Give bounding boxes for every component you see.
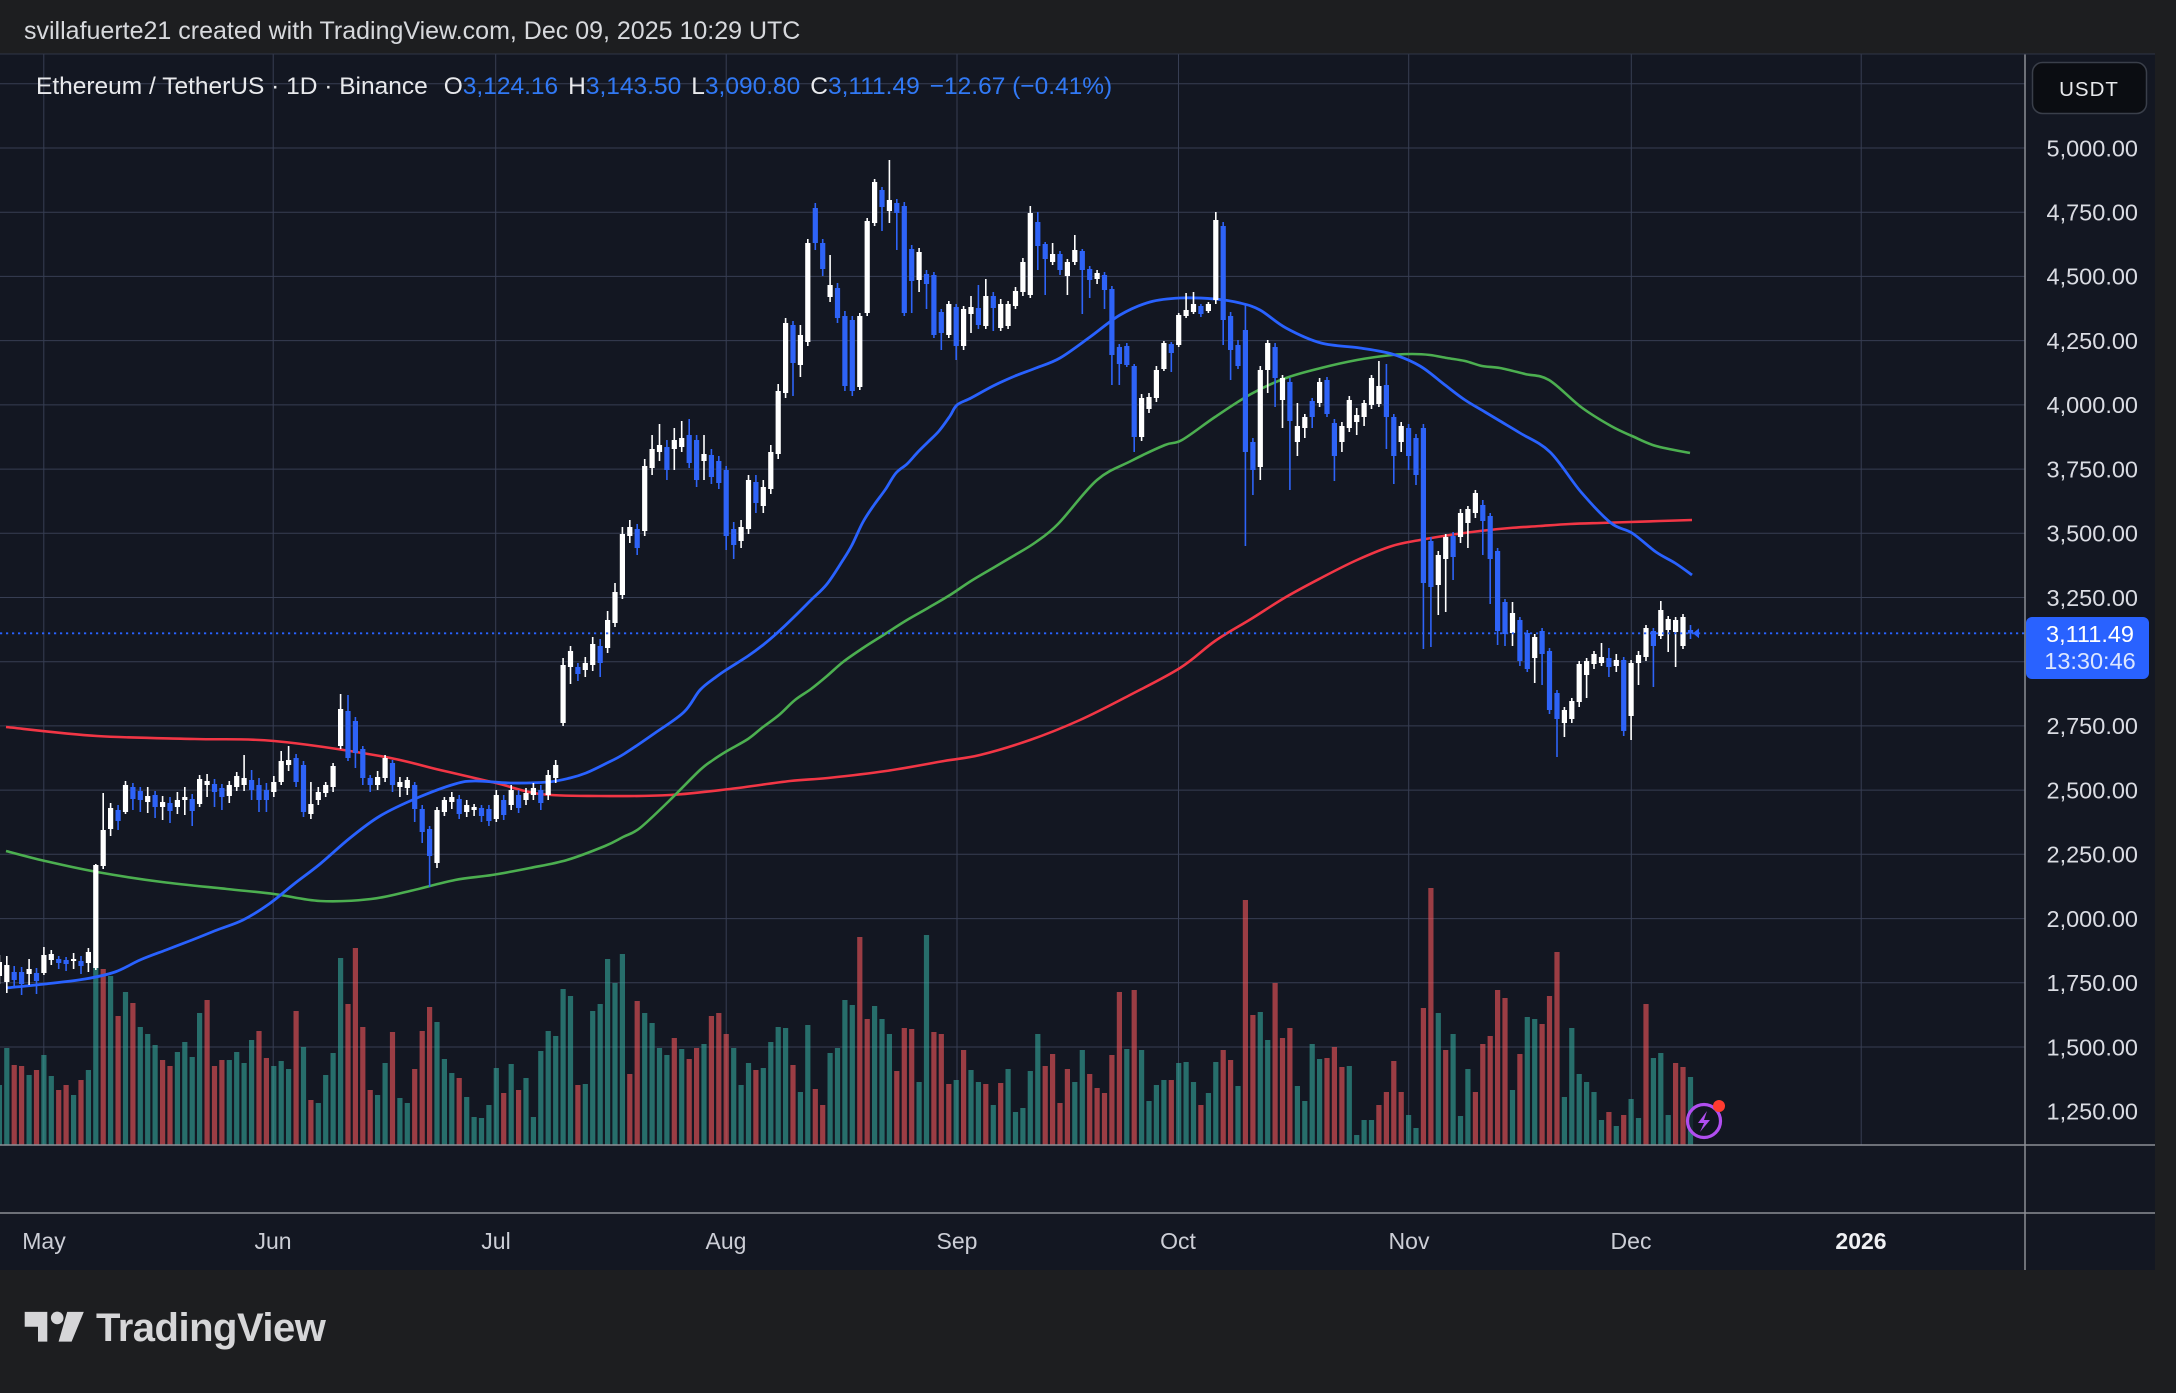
svg-text:4,750.00: 4,750.00 <box>2047 200 2138 226</box>
svg-text:4,250.00: 4,250.00 <box>2047 328 2138 354</box>
svg-text:3,111.49: 3,111.49 <box>2046 621 2134 647</box>
svg-text:Jun: Jun <box>254 1228 291 1254</box>
svg-text:1,250.00: 1,250.00 <box>2047 1099 2138 1125</box>
svg-text:Jul: Jul <box>481 1228 510 1254</box>
svg-text:Oct: Oct <box>1160 1228 1196 1254</box>
svg-text:May: May <box>22 1228 66 1254</box>
svg-text:2026: 2026 <box>1835 1228 1886 1254</box>
svg-text:2,250.00: 2,250.00 <box>2047 842 2138 868</box>
svg-text:Dec: Dec <box>1611 1228 1652 1254</box>
svg-text:1,500.00: 1,500.00 <box>2047 1034 2138 1060</box>
svg-text:3,750.00: 3,750.00 <box>2047 456 2138 482</box>
svg-text:TradingView: TradingView <box>96 1306 327 1350</box>
svg-text:USDT: USDT <box>2059 78 2119 101</box>
svg-text:4,000.00: 4,000.00 <box>2047 392 2138 418</box>
svg-text:Sep: Sep <box>937 1228 978 1254</box>
svg-text:3,250.00: 3,250.00 <box>2047 585 2138 611</box>
svg-text:2,500.00: 2,500.00 <box>2047 777 2138 803</box>
svg-text:Ethereum / TetherUS · 1D · Bin: Ethereum / TetherUS · 1D · Binance O3,124… <box>36 73 1112 100</box>
svg-text:4,500.00: 4,500.00 <box>2047 264 2138 290</box>
svg-text:Aug: Aug <box>706 1228 747 1254</box>
svg-text:13:30:46: 13:30:46 <box>2044 648 2135 674</box>
svg-text:2,750.00: 2,750.00 <box>2047 713 2138 739</box>
svg-text:svillafuerte21 created with Tr: svillafuerte21 created with TradingView.… <box>24 17 800 45</box>
svg-text:2,000.00: 2,000.00 <box>2047 906 2138 932</box>
svg-text:Nov: Nov <box>1389 1228 1430 1254</box>
svg-text:5,000.00: 5,000.00 <box>2047 135 2138 161</box>
svg-text:3,500.00: 3,500.00 <box>2047 521 2138 547</box>
svg-text:1,750.00: 1,750.00 <box>2047 970 2138 996</box>
